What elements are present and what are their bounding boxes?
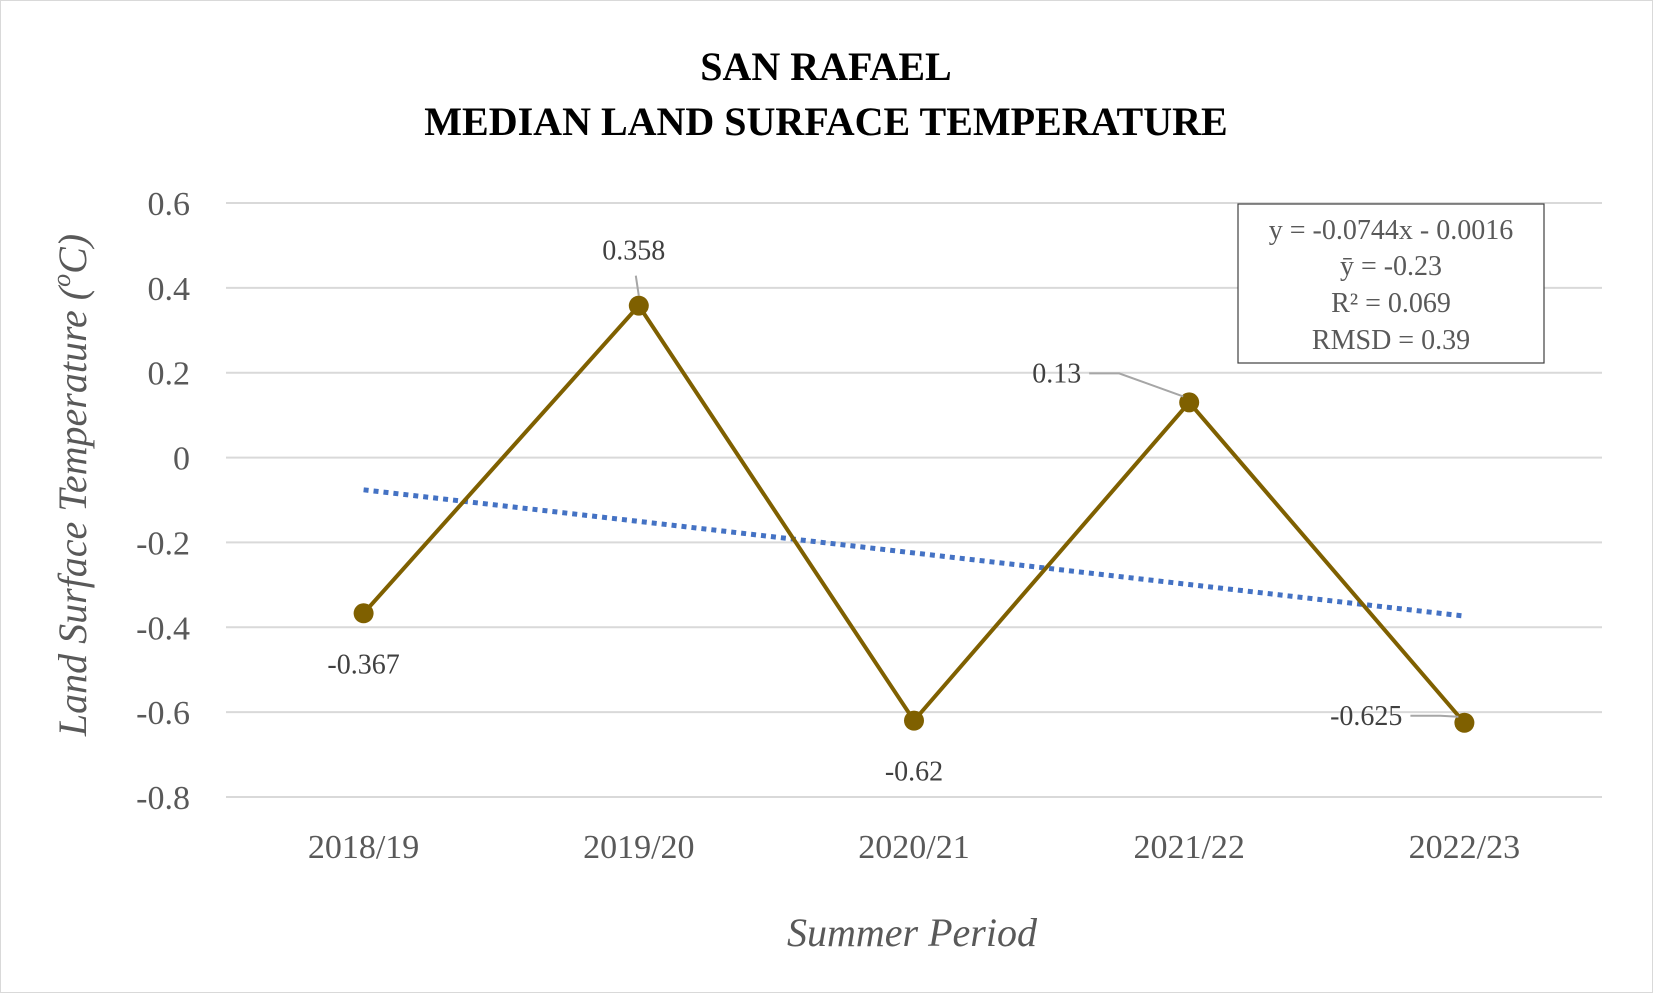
y-tick-label: 0.4	[148, 271, 191, 308]
stats-r-squared: R² = 0.069	[1331, 288, 1451, 319]
data-point	[1454, 712, 1475, 733]
y-axis-label-main: Land Surface Temperature (	[50, 284, 95, 737]
y-tick-labels: 0.6 0.4 0.2 0 -0.2 -0.4 -0.6 -0.8	[136, 186, 190, 817]
chart-title-line-1: SAN RAFAEL	[700, 44, 952, 89]
stats-box: y = -0.0744x - 0.0016 ȳ = -0.23 R² = 0.0…	[1237, 203, 1545, 364]
leader-line	[1410, 714, 1459, 718]
y-tick-label: 0	[173, 441, 190, 478]
y-tick-label: -0.2	[136, 525, 190, 562]
data-label: 0.13	[1032, 358, 1081, 389]
y-axis-label: Land Surface Temperature (oC)	[47, 234, 95, 737]
chart-title-line-2: MEDIAN LAND SURFACE TEMPERATURE	[424, 99, 1227, 144]
data-label: -0.625	[1330, 701, 1402, 732]
y-tick-label: 0.2	[148, 356, 191, 393]
y-tick-label: -0.6	[136, 695, 190, 732]
data-label: 0.358	[602, 236, 665, 267]
x-axis-label: Summer Period	[787, 910, 1038, 955]
series-line	[362, 302, 1466, 725]
y-tick-label: 0.6	[148, 186, 191, 223]
data-point	[904, 710, 924, 731]
y-tick-label: -0.8	[136, 780, 190, 817]
data-labels: -0.367 0.358 -0.62 0.13 -0.625	[327, 236, 1402, 788]
data-point	[353, 603, 374, 624]
stats-rmsd: RMSD = 0.39	[1312, 325, 1470, 356]
data-label: -0.367	[327, 649, 399, 680]
y-axis-label-unit: C)	[50, 234, 95, 274]
trendline-layer	[363, 487, 1465, 619]
y-tick-label: -0.4	[136, 610, 190, 647]
leader-line	[634, 275, 640, 296]
leader-line	[1089, 372, 1184, 398]
stats-equation: y = -0.0744x - 0.0016	[1269, 215, 1513, 246]
stats-mean: ȳ = -0.23	[1340, 251, 1442, 282]
data-point	[1179, 392, 1200, 413]
y-axis-label-degree: o	[47, 274, 76, 287]
x-tick-label: 2018/19	[308, 829, 419, 866]
x-tick-labels: 2018/19 2019/20 2020/21 2021/22 2022/23	[308, 829, 1520, 866]
data-point	[628, 295, 649, 316]
leader-lines	[634, 275, 1459, 718]
x-tick-label: 2020/21	[858, 829, 969, 866]
x-tick-label: 2019/20	[583, 829, 694, 866]
series-layer	[353, 295, 1475, 733]
stats-box-frame	[1237, 203, 1545, 364]
trendline	[363, 487, 1465, 619]
x-tick-label: 2021/22	[1133, 829, 1244, 866]
x-tick-label: 2022/23	[1409, 829, 1520, 866]
data-label: -0.62	[885, 757, 943, 788]
